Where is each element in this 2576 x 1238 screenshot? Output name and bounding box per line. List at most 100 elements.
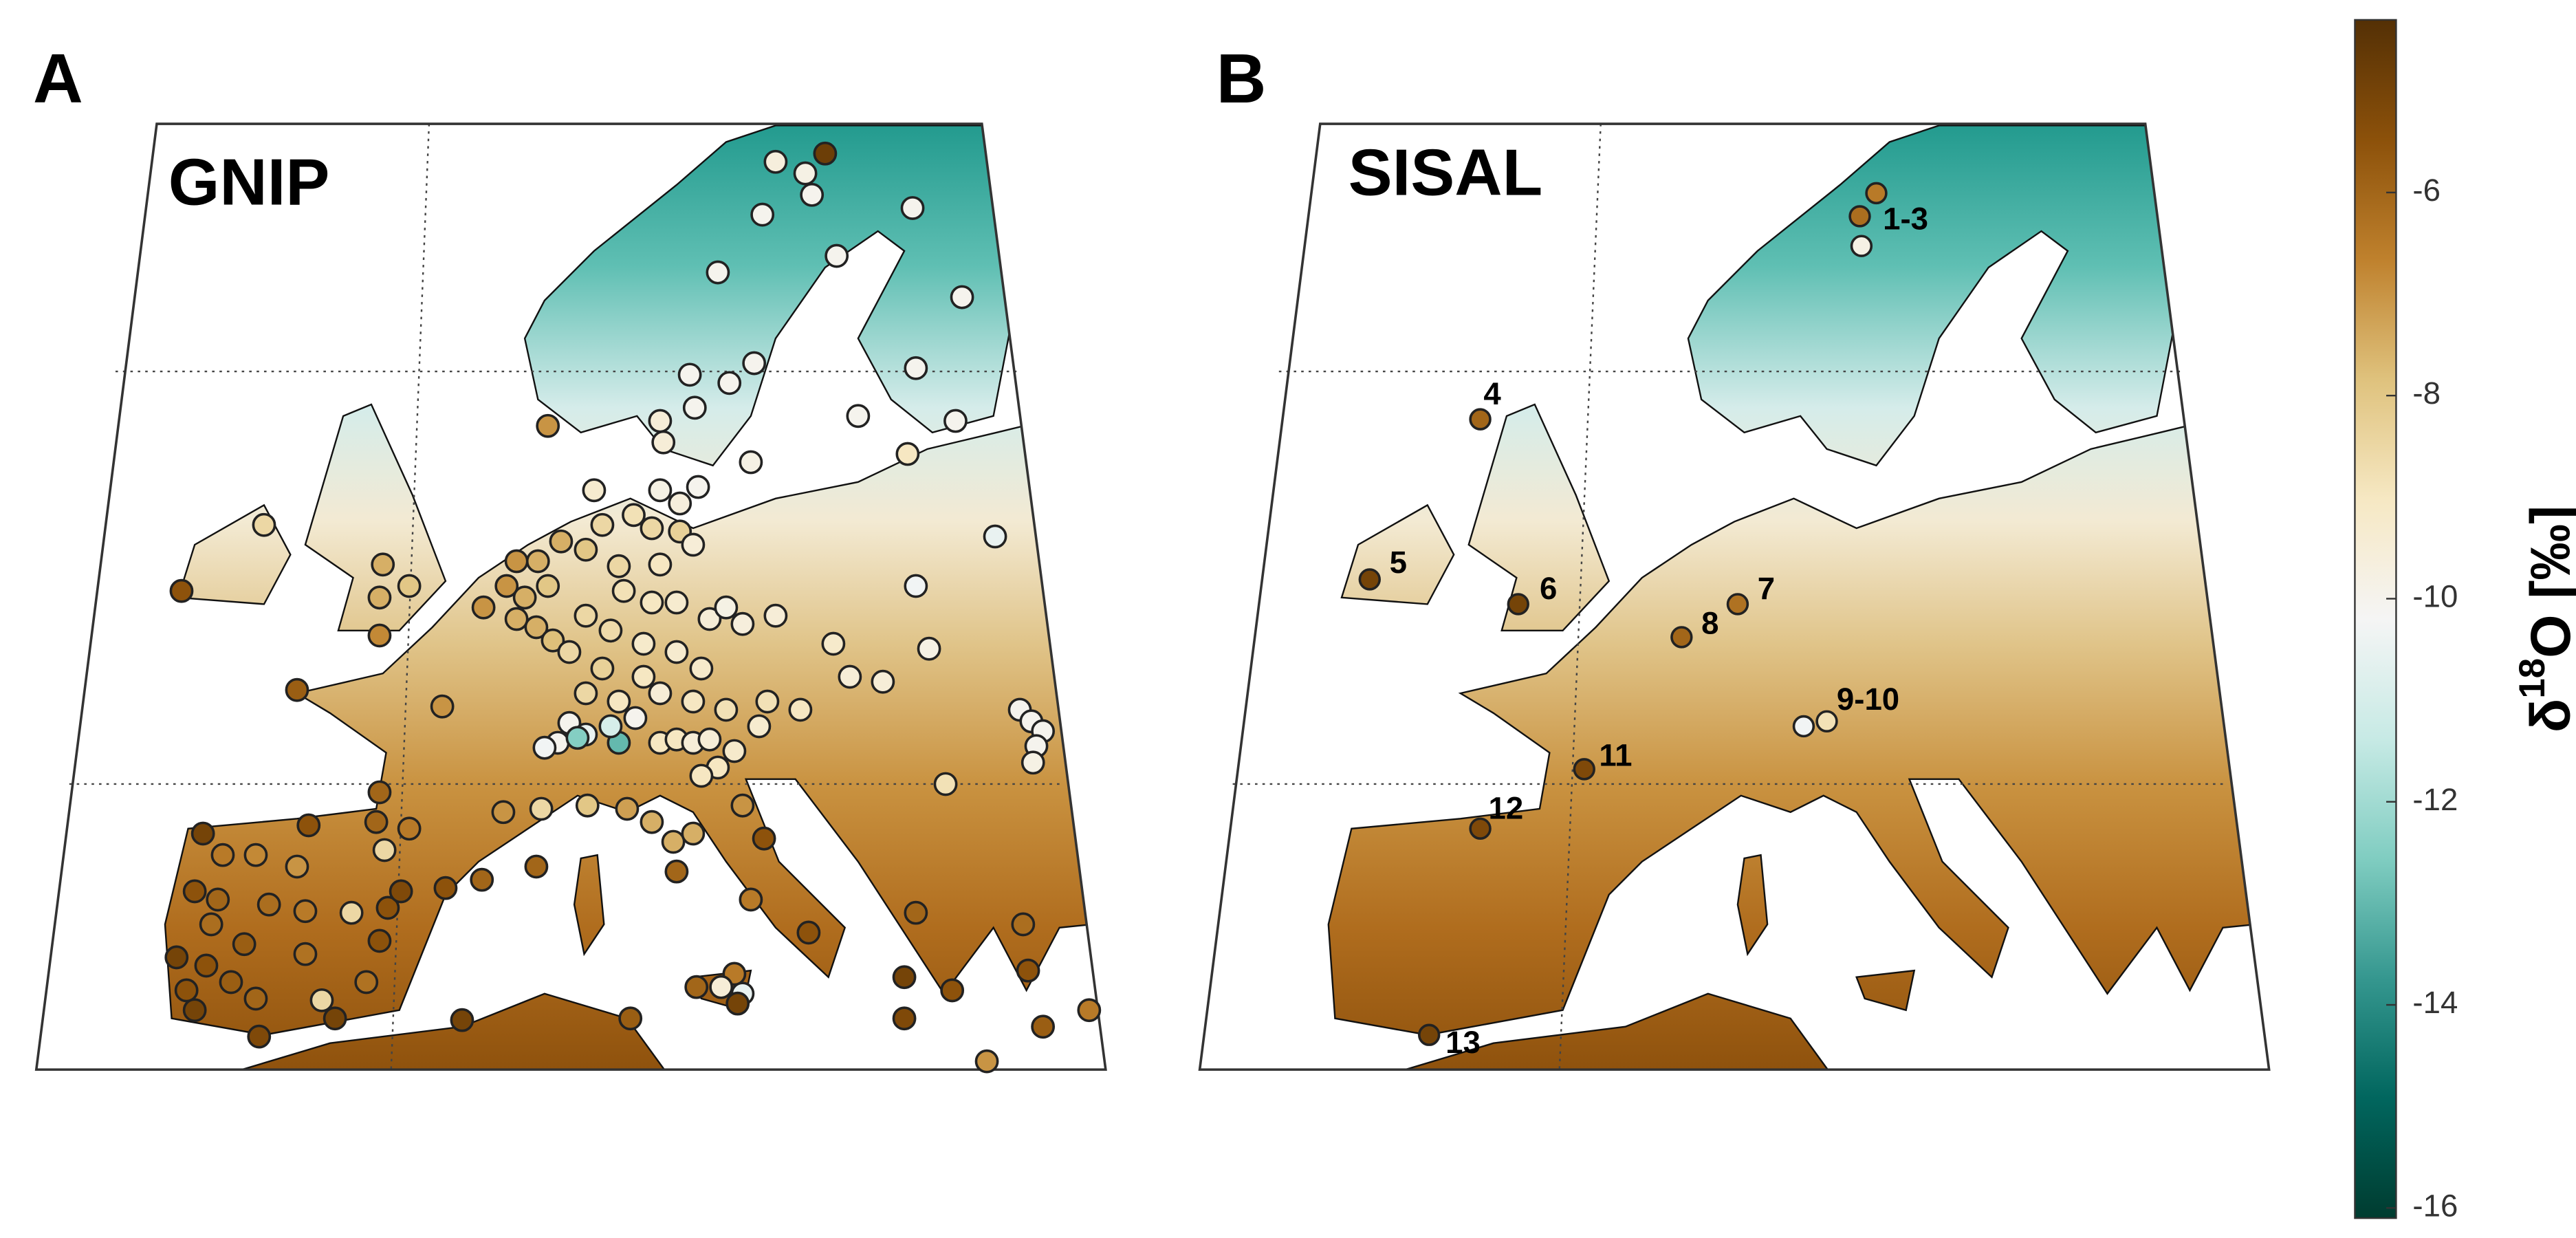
station-dot xyxy=(367,780,392,805)
station-dot xyxy=(750,202,775,227)
station-dot xyxy=(730,793,755,818)
station-dot xyxy=(256,892,281,917)
colorbar-tick-label: -8 xyxy=(2412,376,2441,411)
station-dot xyxy=(504,549,529,574)
station-dot xyxy=(504,607,529,631)
station-dot xyxy=(709,975,734,999)
station-dot xyxy=(598,618,623,643)
panel: A GNIP xyxy=(33,41,1107,1074)
panel-title: GNIP xyxy=(168,146,330,219)
station-dot xyxy=(793,161,818,186)
site-label: 1-3 xyxy=(1883,202,1928,237)
station-dot xyxy=(742,351,767,376)
site-label: 9-10 xyxy=(1837,682,1899,717)
station-dot xyxy=(943,409,968,433)
station-dot xyxy=(541,628,565,653)
station-dot xyxy=(648,478,673,503)
station-dot xyxy=(296,813,321,838)
station-dot xyxy=(582,478,607,503)
station-dot xyxy=(532,735,557,760)
site-dot xyxy=(1358,568,1381,591)
station-dot xyxy=(664,590,689,615)
station-dot xyxy=(739,887,763,912)
map-frame xyxy=(1198,122,2271,1071)
station-dot xyxy=(557,640,582,664)
station-dot xyxy=(917,636,941,661)
station-dot xyxy=(983,524,1007,549)
site-dot xyxy=(1469,408,1492,431)
site-dot xyxy=(1815,710,1838,732)
label-part: δ xyxy=(2519,699,2576,732)
station-dot xyxy=(252,512,276,537)
station-dot xyxy=(677,362,702,387)
graticule xyxy=(1232,124,2227,1070)
station-dot xyxy=(247,1024,272,1049)
station-dot xyxy=(372,838,397,862)
station-dot xyxy=(491,800,516,825)
station-dot xyxy=(648,409,673,433)
station-dot xyxy=(574,681,598,706)
station-dot xyxy=(763,149,788,174)
station-dot xyxy=(838,664,862,689)
site-label: 13 xyxy=(1445,1025,1481,1060)
station-dot xyxy=(739,450,763,475)
site-label: 5 xyxy=(1390,545,1407,580)
station-dot xyxy=(892,1006,917,1031)
stations xyxy=(164,141,1102,1074)
station-dot xyxy=(598,714,623,739)
station-dot xyxy=(174,978,199,1003)
station-dot xyxy=(190,821,215,846)
site-dot xyxy=(1850,235,1873,257)
station-dot xyxy=(684,975,709,999)
label-part: O [‰] xyxy=(2519,506,2576,658)
station-dot xyxy=(640,810,664,834)
station-dot xyxy=(199,912,223,937)
station-dot xyxy=(536,413,560,438)
station-dot xyxy=(821,631,846,656)
station-dot xyxy=(681,532,706,557)
station-dot xyxy=(470,867,494,892)
station-dot xyxy=(524,615,549,640)
colorbar-tick-label: -6 xyxy=(2412,173,2441,208)
station-dot xyxy=(681,821,706,846)
station-dot xyxy=(285,854,309,879)
station-dot xyxy=(1031,1014,1056,1039)
station-dot xyxy=(293,942,318,966)
site-dot xyxy=(1865,182,1888,205)
station-dot xyxy=(714,595,739,620)
station-dot xyxy=(590,512,615,537)
station-dot xyxy=(323,1006,347,1031)
station-dot xyxy=(904,900,928,925)
station-dot xyxy=(397,574,422,598)
station-dot xyxy=(549,529,574,554)
station-dot xyxy=(664,859,689,884)
station-dot xyxy=(525,549,550,574)
site-dot xyxy=(1469,817,1492,840)
station-dot xyxy=(722,739,747,763)
station-dot xyxy=(565,726,590,750)
station-dot xyxy=(623,706,648,730)
station-dot xyxy=(607,689,631,714)
panel-letter: B xyxy=(1216,41,1267,118)
station-dot xyxy=(974,1049,999,1074)
station-dot xyxy=(524,854,549,879)
station-dot xyxy=(788,697,813,722)
station-dot xyxy=(309,988,334,1012)
station-dot xyxy=(892,965,917,990)
station-dot xyxy=(651,430,676,455)
site-label: 11 xyxy=(1599,738,1632,773)
station-dot xyxy=(367,929,392,953)
station-dot xyxy=(661,829,686,854)
colorbar-tick-label: -10 xyxy=(2412,579,2458,614)
station-dot xyxy=(206,887,230,912)
site-dot xyxy=(1573,758,1595,781)
station-dot xyxy=(904,574,928,598)
site-label: 4 xyxy=(1483,376,1501,411)
station-dot xyxy=(648,681,673,706)
station-dot xyxy=(430,694,455,719)
station-dot xyxy=(1077,998,1102,1023)
colorbar-tick-label: -14 xyxy=(2412,985,2458,1020)
station-dot xyxy=(285,677,309,702)
